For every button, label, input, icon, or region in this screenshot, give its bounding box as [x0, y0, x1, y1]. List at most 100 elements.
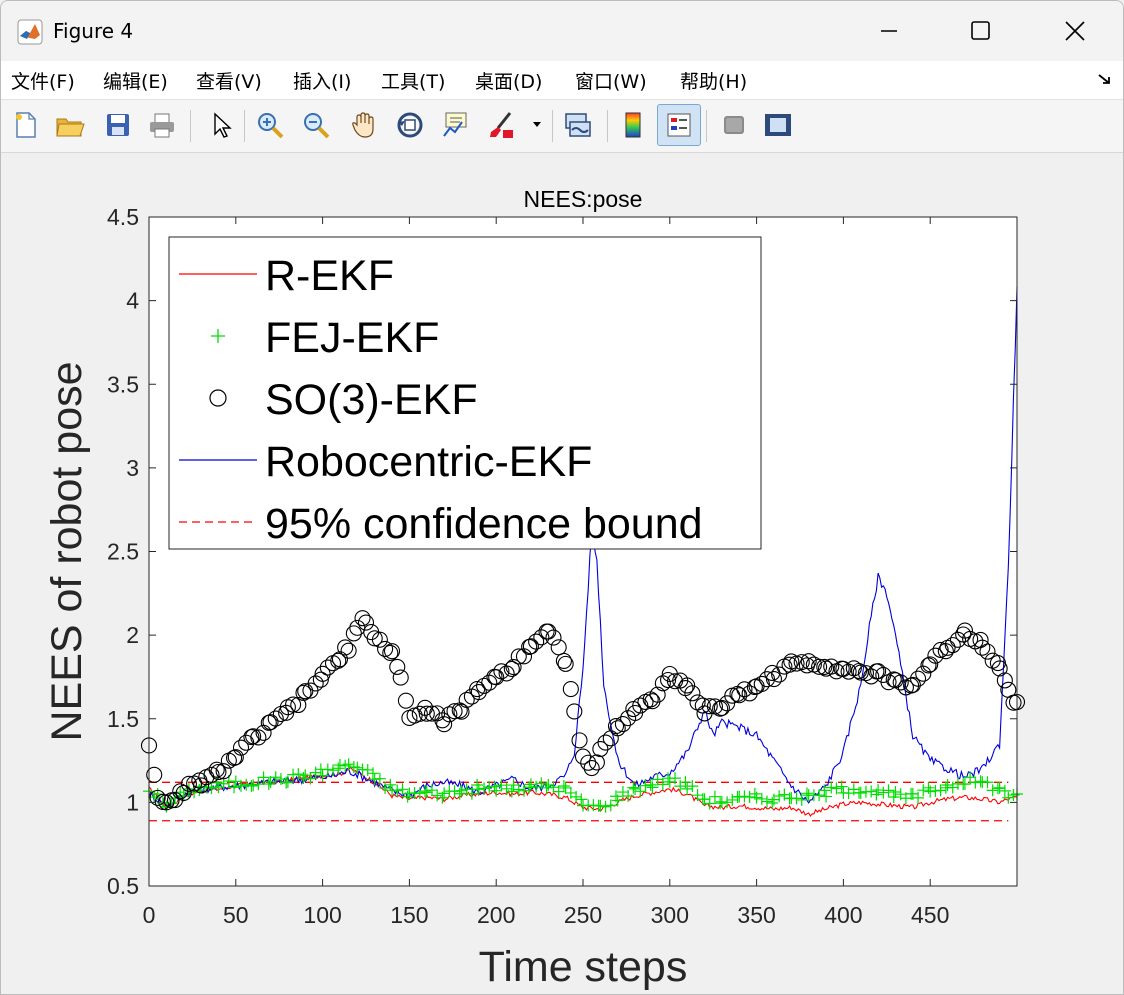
- so3-ekf-marker: [927, 647, 944, 664]
- so3-ekf-marker: [823, 658, 840, 675]
- fej-ekf-marker: [542, 778, 555, 791]
- fej-ekf-marker: [368, 773, 381, 786]
- so3-ekf-marker: [555, 652, 572, 669]
- so3-ekf-marker: [522, 638, 539, 655]
- menu-insert[interactable]: 插入(I): [293, 71, 352, 93]
- link-plot-button[interactable]: [561, 108, 595, 142]
- fej-ekf-marker: [761, 795, 774, 808]
- print-button[interactable]: [145, 108, 179, 142]
- fej-ekf-marker: [629, 782, 642, 795]
- fej-ekf-marker: [755, 792, 768, 805]
- fej-ekf-marker: [847, 783, 860, 796]
- show-plot-tools-button[interactable]: [761, 108, 795, 142]
- menu-edit[interactable]: 编辑(E): [103, 71, 168, 93]
- fej-ekf-marker: [820, 790, 833, 803]
- fej-ekf-marker: [281, 776, 294, 789]
- zoom-out-button[interactable]: [299, 108, 333, 142]
- fej-ekf-marker: [327, 764, 340, 777]
- maximize-button[interactable]: [951, 11, 1011, 51]
- so3-ekf-marker: [357, 614, 375, 631]
- so3-ekf-marker: [781, 656, 798, 673]
- so3-ekf-marker: [330, 652, 347, 669]
- colorbar-icon: [625, 112, 641, 138]
- menu-window[interactable]: 窗口(W): [575, 71, 647, 93]
- brush-dropdown-button[interactable]: [529, 108, 545, 142]
- so3-ekf-marker: [614, 716, 631, 733]
- fej-ekf-marker: [825, 781, 838, 794]
- so3-ekf-marker: [146, 766, 163, 783]
- so3-ekf-marker: [701, 698, 718, 715]
- so3-ekf-marker: [609, 720, 626, 737]
- fej-ekf-marker: [998, 784, 1011, 797]
- so3-ekf-marker: [383, 643, 401, 660]
- open-file-button[interactable]: [53, 108, 87, 142]
- menu-view[interactable]: 查看(V): [196, 71, 262, 93]
- so3-ekf-marker: [800, 653, 817, 670]
- fej-ekf-marker: [351, 761, 364, 774]
- fej-ekf-marker: [743, 790, 756, 803]
- menu-help[interactable]: 帮助(H): [680, 71, 748, 93]
- link-plot-icon: [565, 113, 591, 137]
- show-plot-tools-icon: [765, 114, 791, 136]
- fej-ekf-marker: [679, 776, 692, 789]
- x-tick-label: 400: [824, 902, 862, 928]
- fej-ekf-marker: [217, 777, 230, 790]
- so3-ekf-marker: [382, 644, 399, 662]
- so3-ekf-marker: [870, 663, 887, 680]
- pan-button[interactable]: [347, 108, 381, 142]
- fej-ekf-marker: [1002, 791, 1015, 804]
- legend-label-95-confidence-bound: 95% confidence bound: [265, 500, 703, 548]
- dock-arrow-icon[interactable]: [1097, 73, 1113, 87]
- fej-ekf-marker: [478, 782, 491, 795]
- so3-ekf-marker: [922, 656, 939, 673]
- y-tick-label: 2.5: [107, 539, 139, 565]
- fej-ekf-marker: [646, 781, 659, 794]
- fej-ekf-marker: [766, 797, 779, 810]
- so3-ekf-marker: [377, 640, 394, 657]
- so3-ekf-marker: [366, 630, 383, 647]
- fej-ekf-marker: [818, 784, 831, 797]
- new-file-button[interactable]: [9, 108, 43, 142]
- hide-plot-tools-icon: [724, 116, 744, 134]
- x-tick-label: 100: [303, 902, 341, 928]
- menu-tools[interactable]: 工具(T): [381, 71, 446, 93]
- brush-button[interactable]: [485, 108, 519, 142]
- window-title: Figure 4: [53, 19, 134, 43]
- fej-ekf-marker: [269, 771, 282, 784]
- data-cursor-button[interactable]: [438, 108, 472, 142]
- so3-ekf-marker: [557, 655, 574, 672]
- so3-ekf-marker: [857, 665, 875, 682]
- fej-ekf-marker: [587, 799, 600, 812]
- zoom-out-icon: [304, 113, 330, 139]
- so3-ekf-marker: [371, 631, 388, 648]
- nees-chart[interactable]: 0 50 100 150 200 250 300 350 400 450 0.5 1 1.5 2 2.5 3 3…: [1, 153, 1123, 994]
- toolbar-separator: [552, 110, 553, 142]
- zoom-in-button[interactable]: [253, 108, 287, 142]
- edit-plot-button[interactable]: [204, 108, 238, 142]
- fej-ekf-marker: [517, 784, 530, 797]
- save-button[interactable]: [101, 108, 135, 142]
- fej-ekf-marker: [523, 781, 536, 794]
- fej-ekf-marker: [205, 782, 218, 795]
- minimize-button[interactable]: [859, 11, 919, 51]
- close-button[interactable]: [1045, 11, 1105, 51]
- chevron-down-icon: [533, 122, 541, 127]
- fej-ekf-marker: [594, 799, 607, 812]
- fej-ekf-marker: [865, 785, 878, 798]
- rotate-3d-button[interactable]: [393, 108, 427, 142]
- menu-desktop[interactable]: 桌面(D): [475, 71, 543, 93]
- fej-ekf-marker: [622, 789, 635, 802]
- menu-file[interactable]: 文件(F): [11, 71, 75, 93]
- y-tick-label: 3: [126, 455, 139, 481]
- fej-ekf-marker: [552, 785, 565, 798]
- hide-plot-tools-button[interactable]: [717, 108, 751, 142]
- so3-ekf-marker: [597, 734, 614, 751]
- legend-button[interactable]: [657, 104, 701, 146]
- colorbar-button[interactable]: [616, 108, 650, 142]
- close-icon: [1065, 21, 1085, 41]
- figure-area: 0 50 100 150 200 250 300 350 400 450 0.5 1 1.5 2 2.5 3 3…: [1, 153, 1123, 994]
- y-tick-label: 4: [126, 288, 139, 314]
- so3-ekf-marker: [571, 732, 588, 749]
- legend[interactable]: R-EKF FEJ-EKF SO(3)-EKF Robocentric-EKF 95% …: [168, 236, 762, 550]
- y-tick-label: 2: [126, 622, 139, 648]
